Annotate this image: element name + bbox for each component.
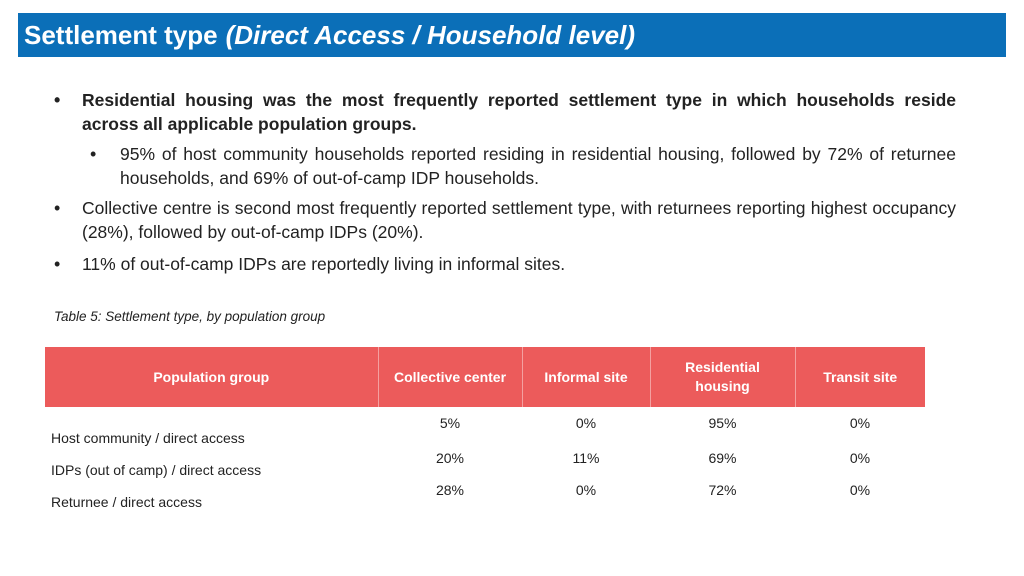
header-collective-center: Collective center (378, 347, 523, 407)
cell-transit-site: 0% (849, 482, 871, 498)
bullet-list: • Residential housing was the most frequ… (50, 88, 956, 276)
bullet-item: • Residential housing was the most frequ… (54, 90, 956, 134)
settlement-table: Population group Collective center Infor… (45, 347, 925, 512)
table-row: Returnee / direct access 28% 0% 72% 0% (45, 480, 925, 512)
bullet-item: • Collective centre is second most frequ… (54, 198, 956, 242)
table-caption: Table 5: Settlement type, by population … (54, 309, 326, 324)
page-title: Settlement type (24, 19, 218, 50)
bullet-dot-icon: • (54, 90, 61, 110)
bullet-dot-icon: • (54, 198, 61, 218)
cell-informal-site: 0% (575, 482, 597, 498)
cell-collective-center: 20% (435, 450, 465, 466)
page-subtitle: (Direct Access / Household level) (225, 19, 636, 50)
cell-collective-center: 28% (435, 482, 465, 498)
table-row: IDPs (out of camp) / direct access 20% 1… (45, 448, 925, 480)
row-label: IDPs (out of camp) / direct access (51, 462, 262, 478)
cell-collective-center: 5% (439, 415, 461, 431)
cell-informal-site: 11% (572, 450, 600, 466)
sub-bullet-item: • 95% of host community households repor… (90, 144, 956, 188)
bullet-dot-icon: • (54, 254, 61, 274)
cell-transit-site: 0% (849, 415, 871, 431)
page-title-bar: Settlement type (Direct Access / Househo… (18, 13, 1006, 57)
table-header-row: Population group Collective center Infor… (45, 347, 925, 407)
table-row: Host community / direct access 5% 0% 95%… (45, 407, 925, 448)
cell-transit-site: 0% (849, 450, 871, 466)
header-residential-housing: Residential housing (650, 347, 796, 407)
header-transit-site: Transit site (795, 347, 925, 407)
header-informal-site: Informal site (522, 347, 651, 407)
cell-informal-site: 0% (575, 415, 597, 431)
bullet-item: • 11% of out-of-camp IDPs are reportedly… (54, 254, 566, 274)
bullet-dot-icon: • (90, 144, 97, 164)
row-label: Returnee / direct access (51, 494, 202, 510)
cell-residential-housing: 72% (708, 482, 737, 498)
header-population-group: Population group (45, 347, 379, 407)
cell-residential-housing: 95% (708, 415, 737, 431)
cell-residential-housing: 69% (708, 450, 737, 466)
row-label: Host community / direct access (51, 430, 245, 446)
